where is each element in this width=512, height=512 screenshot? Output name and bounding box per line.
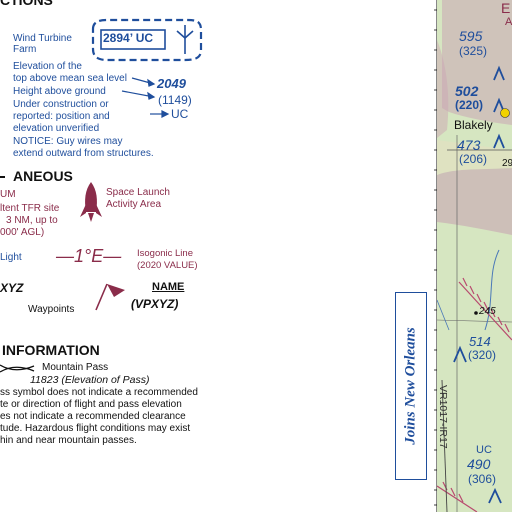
- flag-icon: [95, 283, 125, 311]
- elev-note-4: Under construction or: [13, 99, 109, 110]
- pass-note-4: tude. Hazardous flight conditions may ex…: [0, 423, 191, 434]
- spot-elevation: 245: [479, 306, 496, 317]
- elevation-msl-value: 2049: [157, 76, 186, 91]
- isogonic-line1: Isogonic Line: [137, 248, 193, 259]
- obstacle-1-agl: (325): [459, 44, 488, 58]
- obstacle-3-agl: (206): [459, 152, 488, 166]
- map-red-fragment-e: E: [501, 0, 511, 16]
- elev-note-2: top above mean sea level: [13, 73, 127, 84]
- waypoint-code: XYZ: [0, 281, 24, 295]
- pass-note-1: ss symbol does not indicate a recommende…: [0, 387, 198, 398]
- map-edge-ticks: [434, 0, 437, 512]
- space-launch-line1: Space Launch: [106, 187, 170, 198]
- turbine-farm-boundary: [91, 18, 203, 62]
- obstacle-5-msl: 490: [467, 456, 491, 472]
- pass-note-2: te or direction of flight and pass eleva…: [0, 399, 182, 410]
- waypoint-name-code: (VPXYZ): [131, 297, 179, 311]
- mountain-pass-label: Mountain Pass: [42, 362, 109, 373]
- tfr-line-1: UM: [0, 189, 16, 200]
- waypoint-name-label: NAME: [152, 281, 185, 293]
- legend-top-heading: CTIONS: [0, 0, 53, 8]
- obstacle-5-uc: UC: [476, 444, 492, 456]
- elev-note-3: Height above ground: [13, 86, 106, 97]
- map-red-fragment-a: A: [505, 16, 512, 28]
- obstacle-symbols: [453, 65, 505, 504]
- obstacle-2-agl: (220): [455, 98, 484, 112]
- obstacle-2-msl: 502: [455, 83, 479, 99]
- mountain-pass-elevation-note: (Elevation of Pass): [61, 374, 150, 386]
- tfr-line-2: ltent TFR site: [0, 203, 60, 214]
- elevation-agl-value: (1149): [158, 93, 192, 107]
- pass-note-5: hin and near mountain passes.: [0, 435, 137, 446]
- misc-heading: ANEOUS: [13, 168, 73, 184]
- isogonic-line2: (2020 VALUE): [137, 260, 198, 271]
- elevation-uc-label: UC: [171, 107, 189, 121]
- mountain-pass-value: 11823 (Elevation of Pass): [30, 374, 149, 386]
- tfr-line-3: 3 NM, up to: [6, 215, 58, 226]
- turbine-box-value: 2894’ UC: [103, 31, 154, 45]
- wind-turbine-icon: [176, 25, 194, 54]
- info-heading: INFORMATION: [2, 342, 100, 358]
- sectional-map-strip: E A 595 (325) 502 (220) Blakely 473 (206…: [437, 0, 512, 512]
- route-label-text: VR1017-IR17: [437, 385, 449, 449]
- tfr-line-4: 000' AGL): [0, 227, 45, 238]
- isogonic-symbol: —1°E—: [56, 246, 122, 266]
- obstacle-4-agl: (320): [468, 348, 497, 362]
- obstacle-1-msl: 595: [459, 28, 483, 44]
- elev-note-8: extend outward from structures.: [13, 148, 154, 159]
- obstacle-4-msl: 514: [469, 334, 491, 349]
- mountain-pass-elevation: 11823: [30, 374, 59, 386]
- wind-turbine-label-line2: Farm: [13, 44, 37, 55]
- light-label: Light: [0, 252, 22, 263]
- rocket-icon: [80, 182, 102, 222]
- partial-elevation-label: 29: [502, 158, 512, 169]
- map-background: [437, 0, 512, 512]
- obstacle-5-agl: (306): [468, 472, 497, 486]
- elev-note-6: elevation unverified: [13, 123, 100, 134]
- elevation-leader-arrows: [121, 77, 170, 118]
- misc-rule: [0, 176, 5, 178]
- elev-note-5: reported: position and: [13, 111, 110, 122]
- wind-turbine-label-line1: Wind Turbine: [13, 33, 72, 44]
- joins-new-orleans-label: Joins New Orleans: [402, 327, 419, 445]
- mountain-pass-symbol: [0, 364, 35, 373]
- legend-panel: CTIONS Wind Turbine Farm 2894’ UC Elevat…: [0, 0, 203, 446]
- turbine-value-box: [100, 29, 166, 50]
- route-hatch: [437, 277, 512, 512]
- elev-note-1: Elevation of the: [13, 61, 82, 72]
- elev-note-7: NOTICE: Guy wires may: [13, 136, 123, 147]
- joins-label-box: Joins New Orleans: [395, 292, 427, 480]
- town-label-blakely: Blakely: [454, 118, 493, 132]
- waypoints-label: Waypoints: [28, 304, 75, 315]
- space-launch-line2: Activity Area: [106, 199, 162, 210]
- obstacle-3-msl: 473: [457, 137, 481, 153]
- wind-turbine-symbol: [91, 18, 203, 62]
- pass-note-3: es not indicate a recommended clearance: [0, 411, 186, 422]
